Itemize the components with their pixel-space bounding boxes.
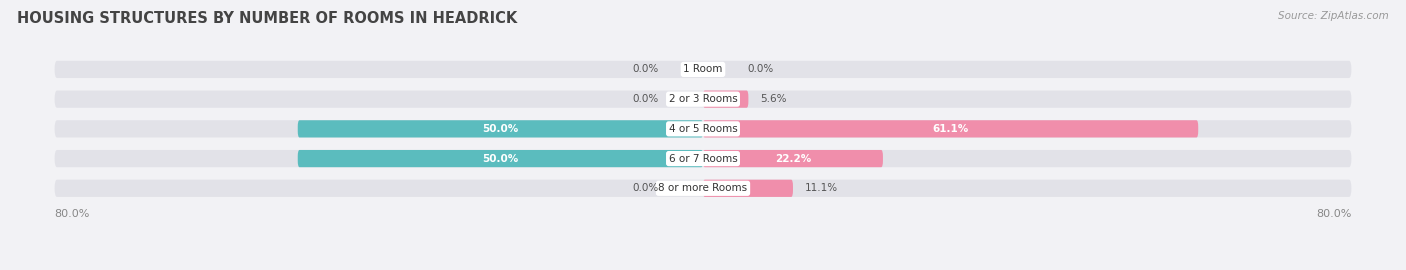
Text: 0.0%: 0.0% <box>633 94 658 104</box>
Text: 8 or more Rooms: 8 or more Rooms <box>658 183 748 193</box>
Text: 6 or 7 Rooms: 6 or 7 Rooms <box>669 154 737 164</box>
FancyBboxPatch shape <box>55 150 1351 167</box>
Text: 80.0%: 80.0% <box>1316 208 1351 218</box>
FancyBboxPatch shape <box>703 150 883 167</box>
Text: Source: ZipAtlas.com: Source: ZipAtlas.com <box>1278 11 1389 21</box>
Text: 50.0%: 50.0% <box>482 154 519 164</box>
Text: 0.0%: 0.0% <box>748 65 773 75</box>
FancyBboxPatch shape <box>703 90 748 108</box>
FancyBboxPatch shape <box>298 120 703 137</box>
Text: 0.0%: 0.0% <box>633 65 658 75</box>
FancyBboxPatch shape <box>55 120 1351 137</box>
FancyBboxPatch shape <box>55 61 1351 78</box>
Text: HOUSING STRUCTURES BY NUMBER OF ROOMS IN HEADRICK: HOUSING STRUCTURES BY NUMBER OF ROOMS IN… <box>17 11 517 26</box>
FancyBboxPatch shape <box>703 180 793 197</box>
Text: 0.0%: 0.0% <box>633 183 658 193</box>
Text: 1 Room: 1 Room <box>683 65 723 75</box>
FancyBboxPatch shape <box>55 90 1351 108</box>
FancyBboxPatch shape <box>703 120 1198 137</box>
Text: 50.0%: 50.0% <box>482 124 519 134</box>
FancyBboxPatch shape <box>55 180 1351 197</box>
Text: 2 or 3 Rooms: 2 or 3 Rooms <box>669 94 737 104</box>
Text: 11.1%: 11.1% <box>806 183 838 193</box>
Text: 22.2%: 22.2% <box>775 154 811 164</box>
Text: 4 or 5 Rooms: 4 or 5 Rooms <box>669 124 737 134</box>
FancyBboxPatch shape <box>298 150 703 167</box>
Text: 5.6%: 5.6% <box>761 94 787 104</box>
Text: 61.1%: 61.1% <box>932 124 969 134</box>
Text: 80.0%: 80.0% <box>55 208 90 218</box>
